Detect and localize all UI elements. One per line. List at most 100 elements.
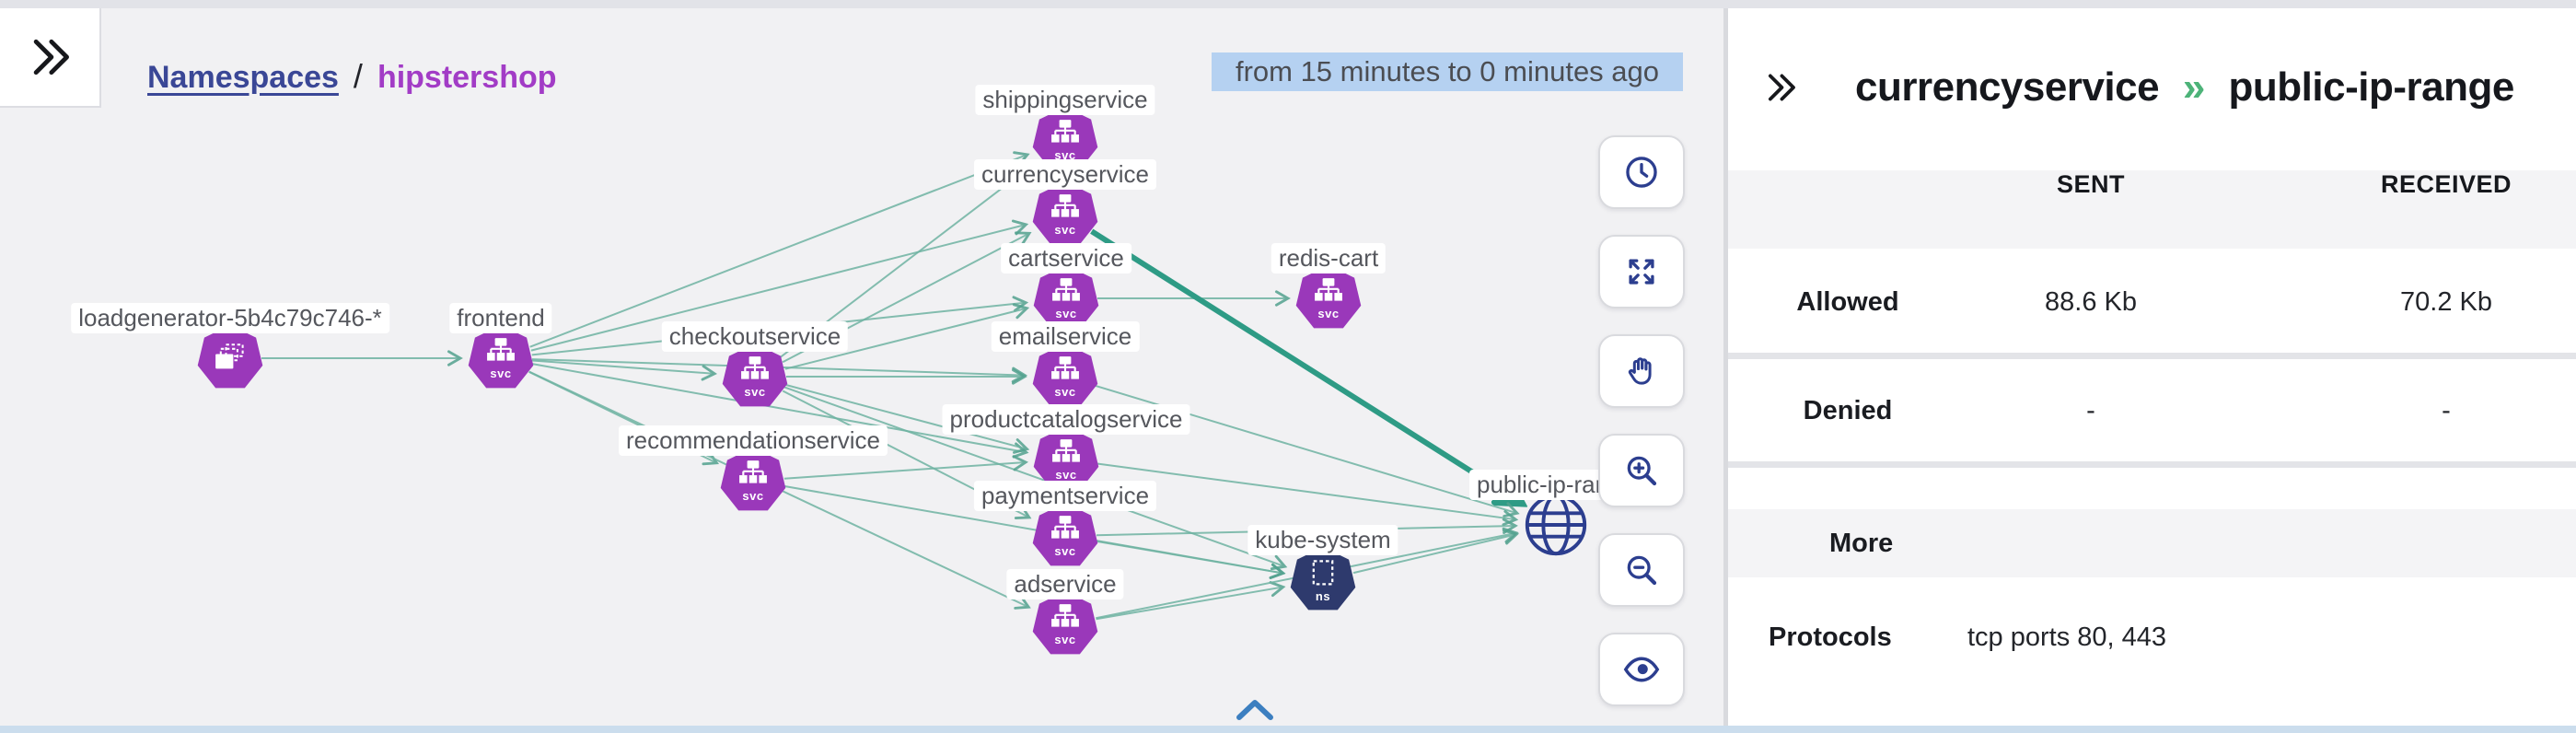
protocols-label: Protocols — [1769, 622, 1892, 652]
graph-node-frontend[interactable]: svc — [468, 325, 534, 391]
graph-edge-adservice-to-kube-system[interactable] — [1096, 581, 1286, 621]
graph-node-kube-system[interactable]: ns — [1290, 547, 1356, 613]
received-column-header: RECEIVED — [2380, 170, 2512, 198]
node-heptagon: svc — [1032, 343, 1098, 407]
graph-edges-layer — [261, 151, 1723, 621]
graph-node-loadgenerator[interactable] — [197, 325, 263, 391]
double-chevron-right-icon — [1768, 74, 1795, 101]
panel-collapse-button[interactable] — [1763, 67, 1804, 108]
node-heptagon: svc — [1032, 181, 1098, 245]
service-tree-icon — [1052, 439, 1080, 462]
service-tree-icon — [1051, 194, 1079, 217]
denied-received-value: - — [2442, 396, 2451, 425]
graph-node-emailservice[interactable]: svc — [1032, 343, 1098, 410]
graph-edge-currencyservice-to-public-ip-range[interactable] — [1090, 228, 1522, 503]
graph-edge-checkoutservice-to-kube-system[interactable] — [783, 386, 1288, 571]
more-section-header[interactable]: More — [1728, 509, 2576, 577]
zoom-in-icon — [1627, 456, 1657, 486]
panel-header: currencyservice » public-ip-range — [1728, 64, 2576, 111]
sidebar-expand-button[interactable] — [0, 8, 101, 108]
node-kind-badge: svc — [490, 366, 512, 380]
graph-node-cartservice[interactable]: svc — [1033, 265, 1099, 332]
graph-node-productcatalogservice[interactable]: svc — [1033, 426, 1099, 493]
graph-edge-checkoutservice-to-productcatalogservice[interactable] — [784, 383, 1030, 454]
service-tree-icon — [739, 460, 767, 483]
visibility-button[interactable] — [1598, 633, 1685, 706]
node-kind-badge: svc — [1055, 307, 1077, 320]
service-map-canvas[interactable]: loadgenerator-5b4c79c746-* svc frontend svc… — [0, 0, 1723, 733]
row-label: Denied — [1803, 396, 1893, 425]
graph-node-adservice[interactable]: svc — [1032, 591, 1098, 657]
node-kind-badge: svc — [1054, 544, 1076, 558]
service-tree-icon — [1315, 278, 1342, 301]
target-service-name: public-ip-range — [2228, 64, 2515, 110]
graph-edge-kube-system-to-public-ip-range[interactable] — [1352, 529, 1520, 575]
service-tree-icon — [487, 338, 515, 361]
chevron-up-icon — [1236, 700, 1273, 720]
graph-node-currencyservice[interactable]: svc — [1032, 181, 1098, 248]
node-label-paymentservice: paymentservice — [973, 481, 1157, 511]
allowed-sent-value: 88.6 Kb — [2045, 287, 2137, 317]
hand-icon — [1628, 357, 1652, 385]
node-kind-badge: ns — [1315, 589, 1331, 603]
breadcrumb-separator: / — [353, 57, 363, 95]
graph-edge-frontend-to-productcatalogservice[interactable] — [531, 363, 1029, 459]
node-kind-badge: svc — [1055, 468, 1077, 482]
source-service-name: currencyservice — [1855, 64, 2160, 110]
double-chevron-right-icon — [33, 39, 69, 76]
graph-node-recommendationservice[interactable]: svc — [720, 448, 786, 514]
eye-icon — [1623, 657, 1660, 682]
graph-node-redis-cart[interactable]: svc — [1295, 265, 1362, 332]
breadcrumb-namespaces-link[interactable]: Namespaces — [147, 60, 339, 95]
node-kind-badge: svc — [744, 385, 766, 399]
graph-edge-checkoutservice-to-cartservice[interactable] — [784, 303, 1030, 370]
top-window-strip — [0, 0, 2576, 8]
pods-icon — [215, 343, 244, 369]
zoom-out-button[interactable] — [1598, 533, 1685, 607]
node-kind-badge: svc — [742, 489, 764, 503]
expand-arrows-icon — [1629, 259, 1654, 285]
node-label-redis-cart: redis-cart — [1271, 243, 1387, 273]
node-heptagon: svc — [720, 448, 786, 511]
node-label-currencyservice: currencyservice — [973, 159, 1157, 190]
graph-edge-frontend-to-shippingservice[interactable] — [529, 151, 1030, 348]
node-heptagon: svc — [722, 343, 788, 407]
graph-node-checkoutservice[interactable]: svc — [722, 343, 788, 410]
fit-to-screen-button[interactable] — [1598, 235, 1685, 308]
graph-edge-frontend-to-checkoutservice[interactable] — [531, 359, 718, 381]
section-divider — [1728, 461, 2576, 468]
breadcrumb-current-namespace: hipstershop — [377, 60, 557, 95]
node-kind-badge: svc — [1054, 385, 1076, 399]
node-label-adservice: adservice — [1006, 569, 1124, 599]
service-tree-icon — [741, 356, 769, 379]
graph-node-paymentservice[interactable]: svc — [1032, 503, 1098, 569]
zoom-in-button[interactable] — [1598, 434, 1685, 507]
time-filter-button[interactable] — [1598, 135, 1685, 209]
denied-sent-value: - — [2086, 396, 2095, 425]
table-row-allowed: Allowed 88.6 Kb 70.2 Kb — [1728, 287, 2576, 343]
time-range-label[interactable]: from 15 minutes to 0 minutes ago — [1212, 52, 1683, 91]
node-kind-badge: svc — [1054, 148, 1076, 162]
collapse-panel-chevron[interactable] — [1234, 698, 1276, 727]
node-heptagon: ns — [1290, 547, 1356, 611]
graph-edge-paymentservice-to-kube-system[interactable] — [1096, 540, 1286, 579]
graph-edge-productcatalogservice-to-public-ip-range[interactable] — [1097, 462, 1519, 527]
row-divider — [1728, 353, 2576, 359]
connection-title: currencyservice » public-ip-range — [1855, 64, 2514, 111]
graph-edge-recommendationservice-to-productcatalogservice[interactable] — [783, 455, 1028, 480]
node-label-cartservice: cartservice — [1001, 243, 1131, 273]
node-label-recommendationservice: recommendationservice — [618, 425, 888, 456]
node-label-frontend: frontend — [449, 303, 552, 333]
bottom-window-strip — [0, 726, 2576, 733]
graph-toolbar — [1598, 135, 1685, 706]
node-kind-badge: svc — [1054, 633, 1076, 646]
service-tree-icon — [1051, 604, 1079, 627]
node-heptagon: svc — [1032, 503, 1098, 566]
service-tree-icon — [1052, 278, 1080, 301]
node-label-checkoutservice: checkoutservice — [661, 321, 849, 352]
pan-mode-button[interactable] — [1598, 334, 1685, 408]
graph-edge-frontend-to-currencyservice[interactable] — [530, 219, 1029, 352]
namespace-icon — [1312, 560, 1334, 586]
node-heptagon — [197, 325, 263, 389]
node-label-shippingservice: shippingservice — [975, 85, 1155, 115]
